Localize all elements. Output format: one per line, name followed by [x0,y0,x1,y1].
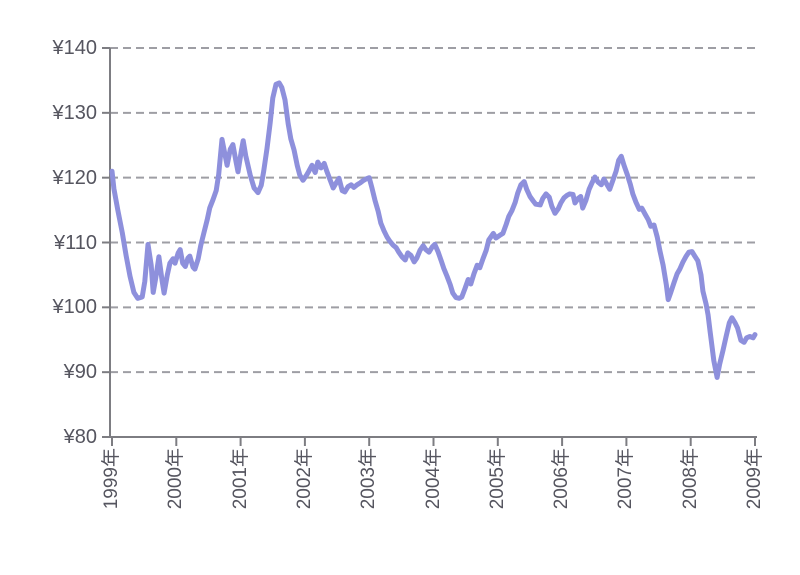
y-axis-label: ¥90 [63,361,97,383]
y-axis-label: ¥110 [53,232,97,254]
y-axis-label: ¥120 [52,167,98,189]
x-axis-label: 2008年 [679,448,701,510]
x-axis-label: 2001年 [229,448,251,510]
x-axis-label: 2009年 [744,448,765,510]
x-axis-label: 2006年 [551,448,573,510]
y-axis-label: ¥140 [52,37,98,59]
x-axis-label: 2005年 [486,448,508,510]
y-axis-label: ¥130 [52,102,98,124]
exchange-rate-line [109,80,758,380]
y-axis-label: ¥100 [52,296,98,318]
x-axis-label: 2007年 [615,448,637,510]
x-axis-label: 2000年 [165,448,187,510]
x-axis-label: 1999年 [101,448,122,510]
x-axis-label: 2003年 [358,448,380,510]
y-axis-label: ¥80 [63,426,97,448]
x-axis-label: 2002年 [293,448,315,510]
x-axis-label: 2004年 [422,448,444,510]
